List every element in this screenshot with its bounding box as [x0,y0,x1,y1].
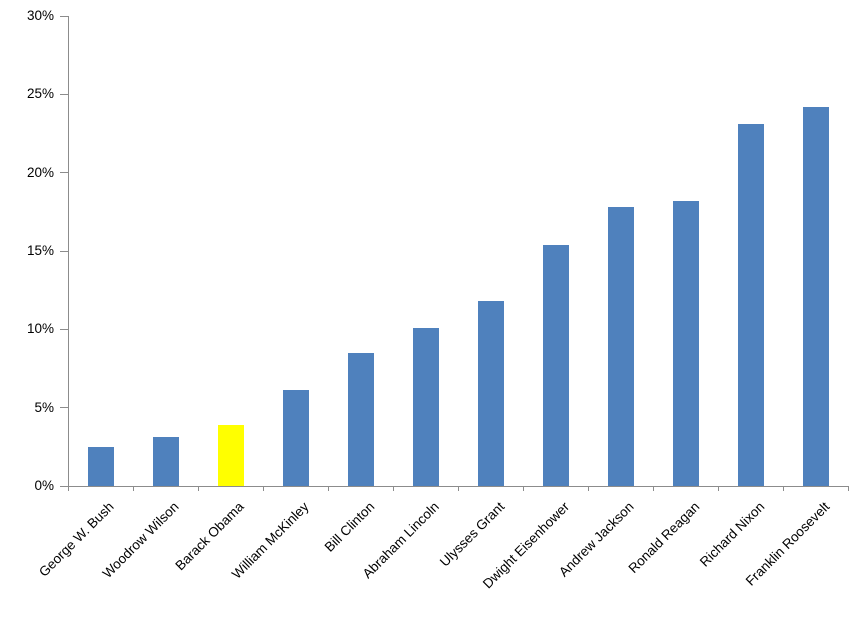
x-axis-tick [263,486,264,491]
x-axis-tick [458,486,459,491]
y-axis-tick [60,250,68,252]
x-axis-tick [848,486,849,491]
x-category-label: Richard Nixon [696,499,768,570]
y-axis-tick [60,93,68,95]
bar-george-w-bush[interactable] [87,446,114,486]
y-axis-line [68,16,69,487]
y-tick-label: 20% [26,164,54,180]
y-tick-label: 30% [26,8,54,23]
x-axis-tick [133,486,134,491]
x-axis-tick [68,486,69,491]
bar-richard-nixon[interactable] [737,124,764,486]
y-axis-tick [60,328,68,330]
x-category-label: Bill Clinton [321,499,378,555]
bar-bill-clinton[interactable] [347,352,374,486]
bar-barack-obama[interactable] [217,424,244,486]
x-axis-tick [718,486,719,491]
x-axis-tick [783,486,784,491]
x-axis-tick [328,486,329,491]
x-axis-tick [588,486,589,491]
x-axis-tick [393,486,394,491]
y-axis-tick [60,15,68,17]
y-tick-label: 5% [34,399,54,415]
x-category-label: Ulysses Grant [436,499,508,570]
y-axis-tick [60,172,68,174]
bar-ulysses-grant[interactable] [477,301,504,486]
y-tick-label: 0% [34,478,54,493]
y-tick-label: 10% [26,321,54,337]
y-axis-tick [60,407,68,409]
x-category-label: Ronald Reagan [625,499,703,576]
bar-ronald-reagan[interactable] [672,200,699,486]
bar-william-mckinley[interactable] [282,390,309,486]
x-axis-tick [523,486,524,491]
y-axis-tick [60,485,68,487]
bar-abraham-lincoln[interactable] [412,327,439,486]
x-axis-tick [198,486,199,491]
bar-andrew-jackson[interactable] [607,207,634,486]
bar-dwight-eisenhower[interactable] [542,244,569,486]
x-axis-tick [653,486,654,491]
bar-woodrow-wilson[interactable] [152,437,179,486]
y-tick-label: 15% [26,243,54,258]
y-tick-label: 25% [26,86,54,102]
bar-franklin-roosevelt[interactable] [802,106,829,486]
